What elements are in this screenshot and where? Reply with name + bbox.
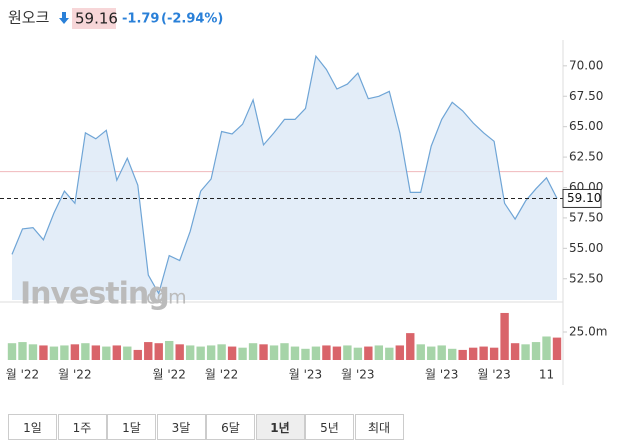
- volume-bar: [406, 333, 415, 360]
- volume-bar: [60, 345, 69, 360]
- volume-bar: [227, 346, 237, 360]
- range-button[interactable]: 1년: [255, 414, 305, 440]
- range-button[interactable]: 1주: [57, 414, 107, 440]
- volume-bar: [427, 346, 436, 360]
- last-price-tag: [562, 188, 602, 208]
- range-button[interactable]: 1달: [107, 414, 156, 440]
- price-bg: [72, 8, 116, 29]
- volume-bar: [81, 343, 90, 360]
- volume-bar: [458, 349, 467, 360]
- volume-bar: [91, 345, 101, 360]
- change: -1.79: [122, 12, 159, 27]
- y-tick-label: 67.50: [569, 89, 603, 103]
- x-tick-label: 월 '22: [6, 368, 39, 382]
- chart: 원오크 59.16 -1.79 (-2.94%) 52.50 55.00 57.50…: [0, 8, 607, 385]
- volume-bar: [269, 345, 279, 360]
- y-tick-label: 52.50: [569, 271, 603, 285]
- y-tick-label: 70.00: [569, 58, 603, 72]
- x-tick-label: 월 '22: [205, 368, 238, 382]
- down-arrow: [59, 12, 69, 24]
- x-tick-label: 월 '23: [425, 368, 458, 382]
- volume-bar: [49, 346, 59, 360]
- volume-bar: [28, 344, 38, 360]
- volume-bar: [154, 343, 163, 360]
- volume-bar: [133, 349, 142, 360]
- price-line: [11, 54, 558, 295]
- volume-bar: [238, 347, 247, 360]
- volume-bar: [175, 344, 184, 360]
- volume-bar: [144, 342, 153, 360]
- volume-bar: [500, 312, 509, 360]
- volume-bar: [7, 343, 17, 360]
- volume-bar: [301, 348, 310, 360]
- change-pct: (-2.94%): [161, 12, 223, 27]
- volume-bar: [206, 345, 216, 360]
- y-tick-label: 57.50: [569, 210, 603, 224]
- range-button[interactable]: 3달: [156, 414, 206, 440]
- x-tick-label: 월 '23: [477, 368, 510, 382]
- range-button[interactable]: 1일: [8, 414, 57, 440]
- volume-bar: [479, 346, 488, 360]
- volume-bar: [489, 347, 499, 360]
- volume-bar: [70, 344, 80, 360]
- volume-bar: [259, 344, 268, 360]
- price-area: [12, 56, 557, 300]
- watermark: Investing: [20, 277, 169, 312]
- volume-bar: [332, 346, 342, 360]
- y-tick-label: 55.00: [569, 241, 603, 255]
- volume-bar: [343, 345, 352, 360]
- x-tick-label: 11: [539, 368, 554, 382]
- volume-bar: [353, 347, 363, 360]
- range-button[interactable]: 최대: [354, 414, 404, 440]
- watermark-suffix: .com: [140, 287, 187, 309]
- x-tick-label: 월 '22: [152, 368, 185, 382]
- volume-bar: [280, 343, 289, 360]
- range-button[interactable]: 5년: [305, 414, 354, 440]
- volume-bar: [468, 347, 478, 360]
- volume-bar: [18, 342, 27, 360]
- volume-bar: [542, 336, 551, 360]
- volume-bar: [552, 337, 562, 360]
- x-tick-label: 월 '22: [58, 368, 91, 382]
- volume-bar: [374, 345, 384, 360]
- volume-bar: [322, 345, 331, 360]
- volume-bar: [112, 345, 121, 360]
- volume-bar: [448, 348, 457, 360]
- y-tick-label: 65.00: [569, 119, 603, 133]
- last-price-label: 59.10: [567, 191, 601, 205]
- stock-name: 원오크: [8, 9, 49, 27]
- volume-bar: [248, 343, 258, 360]
- volume-bar: [437, 345, 446, 360]
- volume-bar: [311, 346, 321, 360]
- volume-bar: [521, 344, 530, 360]
- volume-bar: [531, 342, 541, 360]
- volume-bar: [39, 345, 48, 360]
- volume-bar: [102, 346, 111, 360]
- volume-bar: [416, 344, 425, 360]
- y-tick-label: 62.50: [569, 150, 603, 164]
- x-tick-label: 월 '23: [341, 368, 374, 382]
- volume-bar: [510, 343, 520, 360]
- volume-bar: [364, 346, 373, 360]
- volume-bar: [290, 346, 300, 360]
- volume-bar: [196, 346, 205, 360]
- x-tick-label: 월 '23: [289, 368, 322, 382]
- volume-bar: [123, 346, 132, 360]
- volume-bar: [395, 345, 404, 360]
- volume-tick-label: 25.0m: [569, 325, 607, 339]
- range-button[interactable]: 6달: [206, 414, 255, 440]
- volume-bar: [217, 344, 226, 360]
- price: 59.16: [75, 10, 118, 28]
- volume-bar: [165, 340, 174, 360]
- volume-bar: [185, 345, 195, 360]
- volume-bar: [385, 347, 394, 360]
